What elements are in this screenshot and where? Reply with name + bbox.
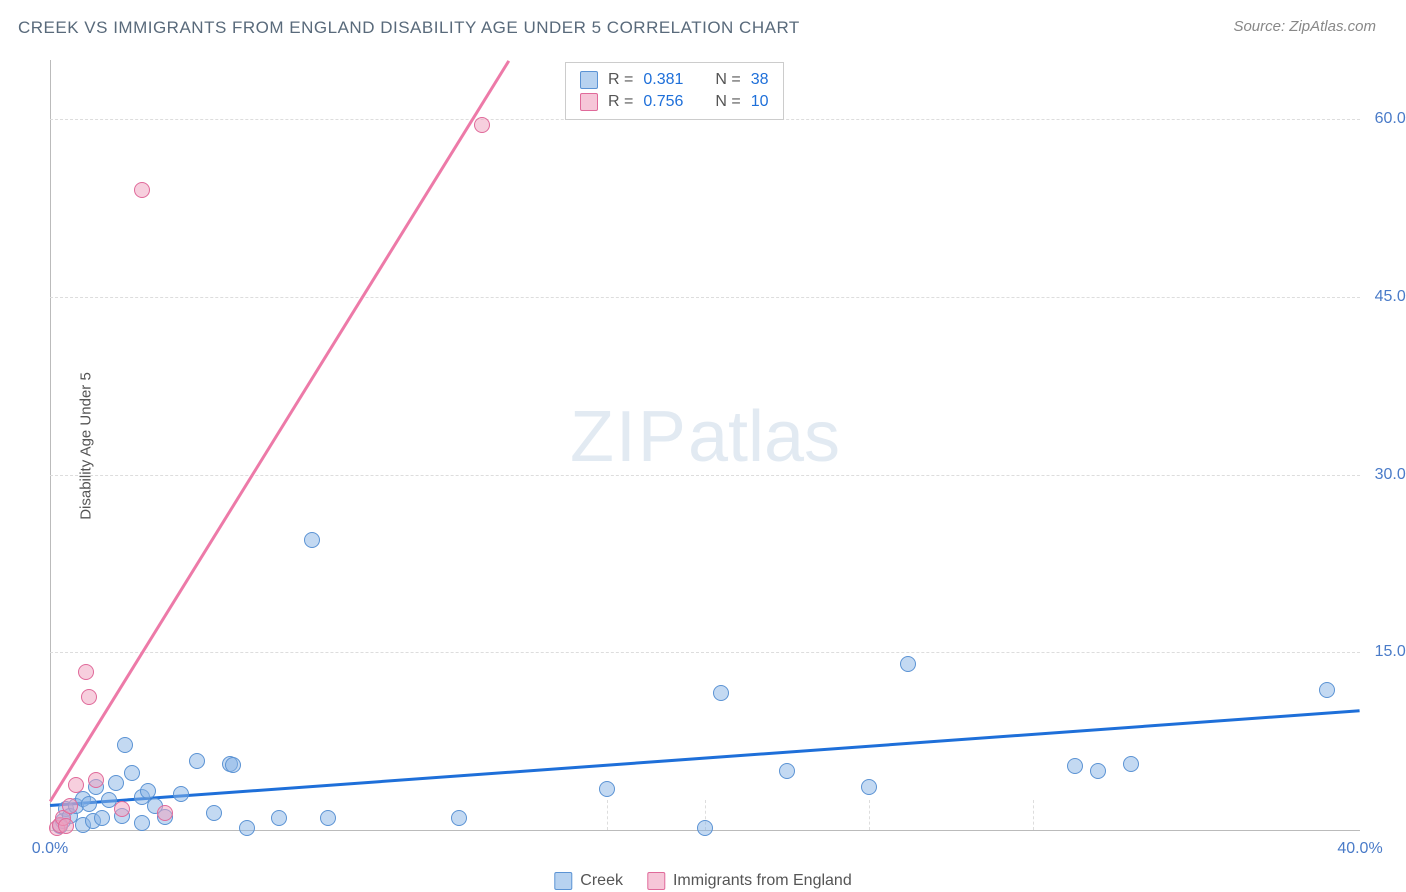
y-axis-line <box>50 60 51 830</box>
data-point-immigrants <box>134 182 150 198</box>
data-point-creek <box>900 656 916 672</box>
legend-r-label: R = <box>608 71 633 89</box>
swatch-pink-icon <box>647 872 665 890</box>
legend-label-immigrants: Immigrants from England <box>673 872 852 890</box>
chart-container: CREEK VS IMMIGRANTS FROM ENGLAND DISABIL… <box>0 0 1406 892</box>
data-point-immigrants <box>88 772 104 788</box>
legend-n-label: N = <box>715 71 740 89</box>
legend-r-value-immigrants: 0.756 <box>643 93 683 111</box>
chart-title: CREEK VS IMMIGRANTS FROM ENGLAND DISABIL… <box>18 18 800 38</box>
x-tick-label: 40.0% <box>1337 840 1382 858</box>
data-point-creek <box>1090 763 1106 779</box>
series-legend: Creek Immigrants from England <box>554 872 851 890</box>
data-point-immigrants <box>58 818 74 834</box>
legend-row-immigrants: R = 0.756 N = 10 <box>580 91 769 113</box>
x-tick-label: 0.0% <box>32 840 68 858</box>
legend-r-label: R = <box>608 93 633 111</box>
data-point-creek <box>225 757 241 773</box>
data-point-creek <box>140 783 156 799</box>
data-point-creek <box>713 685 729 701</box>
swatch-blue-icon <box>554 872 572 890</box>
y-tick-label: 45.0% <box>1375 288 1406 306</box>
legend-item-creek: Creek <box>554 872 623 890</box>
grid-tick-v <box>869 800 870 830</box>
legend-n-label: N = <box>715 93 740 111</box>
data-point-creek <box>697 820 713 836</box>
data-point-creek <box>304 532 320 548</box>
grid-line-h <box>50 475 1360 476</box>
data-point-creek <box>779 763 795 779</box>
data-point-immigrants <box>68 777 84 793</box>
legend-n-value-creek: 38 <box>751 71 769 89</box>
grid-tick-v <box>607 800 608 830</box>
data-point-creek <box>124 765 140 781</box>
data-point-creek <box>108 775 124 791</box>
legend-item-immigrants: Immigrants from England <box>647 872 852 890</box>
data-point-creek <box>206 805 222 821</box>
grid-line-h <box>50 652 1360 653</box>
y-tick-label: 60.0% <box>1375 110 1406 128</box>
data-point-creek <box>134 815 150 831</box>
data-point-immigrants <box>114 801 130 817</box>
y-tick-label: 30.0% <box>1375 466 1406 484</box>
swatch-blue-icon <box>580 71 598 89</box>
data-point-creek <box>117 737 133 753</box>
grid-tick-v <box>1033 800 1034 830</box>
data-point-creek <box>1319 682 1335 698</box>
data-point-immigrants <box>474 117 490 133</box>
trend-line-immigrants <box>49 61 510 803</box>
source-attribution: Source: ZipAtlas.com <box>1233 18 1376 35</box>
data-point-creek <box>239 820 255 836</box>
data-point-immigrants <box>81 689 97 705</box>
legend-label-creek: Creek <box>580 872 623 890</box>
data-point-immigrants <box>78 664 94 680</box>
data-point-creek <box>1067 758 1083 774</box>
data-point-creek <box>451 810 467 826</box>
y-tick-label: 15.0% <box>1375 643 1406 661</box>
legend-row-creek: R = 0.381 N = 38 <box>580 69 769 91</box>
data-point-immigrants <box>157 805 173 821</box>
legend-n-value-immigrants: 10 <box>751 93 769 111</box>
trend-line-creek <box>50 709 1360 806</box>
data-point-creek <box>599 781 615 797</box>
data-point-creek <box>1123 756 1139 772</box>
data-point-creek <box>271 810 287 826</box>
data-point-creek <box>81 796 97 812</box>
data-point-creek <box>861 779 877 795</box>
swatch-pink-icon <box>580 93 598 111</box>
legend-r-value-creek: 0.381 <box>643 71 683 89</box>
watermark: ZIPatlas <box>570 396 840 478</box>
data-point-creek <box>189 753 205 769</box>
correlation-legend: R = 0.381 N = 38 R = 0.756 N = 10 <box>565 62 784 120</box>
data-point-creek <box>94 810 110 826</box>
grid-line-h <box>50 297 1360 298</box>
data-point-immigrants <box>62 798 78 814</box>
data-point-creek <box>320 810 336 826</box>
plot-area: ZIPatlas 15.0%30.0%45.0%60.0%0.0%40.0% <box>50 60 1360 830</box>
data-point-creek <box>173 786 189 802</box>
